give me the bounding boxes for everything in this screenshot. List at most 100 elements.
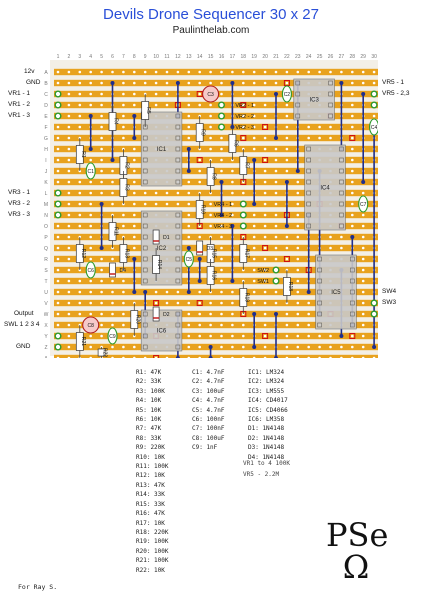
resistor (239, 156, 248, 175)
strip-hole (154, 191, 158, 195)
resistor-label: R16 (211, 271, 217, 280)
strip-hole (165, 92, 169, 96)
strip-hole (78, 191, 82, 195)
ic-label: IC2 (157, 246, 167, 252)
strip-hole (351, 202, 354, 206)
strip-hole (111, 180, 114, 184)
strip-hole (209, 103, 212, 107)
strip-hole (296, 70, 300, 74)
strip-hole (372, 114, 376, 118)
ic-pin (317, 311, 322, 317)
bom-capacitor-item: C6: 100nF (192, 416, 225, 424)
resistor (75, 145, 84, 164)
strip-hole (143, 81, 147, 85)
strip-hole (296, 235, 300, 239)
strip-hole (100, 92, 103, 96)
resistor (119, 244, 128, 263)
strip-hole (340, 345, 343, 349)
strip-hole (122, 279, 125, 283)
column-number: 26 (328, 54, 334, 60)
strip-hole (252, 213, 256, 217)
bom-semi-item: IC2: LM324 (248, 378, 285, 386)
bom-semi-item: IC1: LM324 (248, 369, 285, 376)
strip-hole (361, 235, 365, 239)
connection-pad (54, 189, 62, 197)
strip-hole (133, 70, 136, 74)
strip-hole (285, 235, 289, 239)
strip-hole (67, 180, 71, 184)
strip-hole (209, 158, 212, 162)
row-letter: S (44, 268, 48, 274)
strip-hole (351, 103, 354, 107)
strip-hole (67, 81, 71, 85)
strip-hole (198, 103, 201, 107)
strip-hole (285, 323, 289, 327)
strip-hole (198, 312, 201, 316)
strip-hole (296, 224, 300, 228)
strip-hole (122, 290, 125, 294)
ic-pin (339, 201, 344, 207)
strip-hole (111, 169, 114, 173)
strip-hole (318, 70, 321, 74)
strip-hole (242, 114, 245, 118)
strip-hole (100, 191, 103, 195)
ic-pin (317, 256, 322, 262)
connection-pad (54, 112, 62, 120)
bom-resistor-item: R8: 33K (136, 434, 162, 442)
strip-hole (67, 323, 71, 327)
strip-hole (263, 301, 267, 305)
strip-hole (220, 334, 223, 338)
copper-strip (54, 310, 378, 318)
strip-hole (351, 213, 354, 217)
row-letter: R (44, 257, 48, 263)
strip-hole (307, 70, 311, 74)
strip-hole (67, 257, 71, 261)
ic-pin (350, 300, 355, 306)
strip-hole (187, 312, 191, 316)
resistor-label: R3 (123, 184, 129, 191)
resistor (97, 348, 106, 357)
strip-hole (296, 279, 300, 283)
strip-cut (196, 300, 203, 306)
copper-strip (54, 288, 378, 296)
strip-hole (209, 224, 212, 228)
ic-pin (175, 124, 181, 130)
strip-hole (318, 125, 321, 129)
strip-hole (351, 114, 354, 118)
strip-hole (307, 323, 311, 327)
bom-resistor-item: R17: 10K (136, 519, 165, 527)
ic-pin (317, 289, 322, 295)
strip-hole (122, 92, 125, 96)
label-12v: 12v (24, 68, 35, 75)
copper-strip (54, 134, 378, 142)
copper-strip (54, 222, 378, 230)
bom-semi-item: D3: 1N4148 (248, 444, 285, 452)
strip-hole (89, 158, 92, 162)
strip-hole (220, 224, 223, 228)
ic-body (140, 210, 183, 286)
strip-hole (165, 81, 169, 85)
row-letter: U (44, 290, 48, 296)
ic-pin (175, 168, 181, 174)
copper-strip (54, 156, 378, 164)
strip-hole (67, 345, 71, 349)
strip-hole (56, 125, 60, 129)
note-vr5: VR5 - 2.2M (243, 471, 280, 478)
wire-end (132, 257, 137, 261)
row-letter: A (44, 70, 48, 76)
strip-hole (143, 356, 147, 358)
strip-hole (263, 158, 267, 162)
diode-label: D4 (120, 268, 127, 274)
row-letter: Q (44, 246, 48, 252)
strip-hole (187, 70, 191, 74)
strip-hole (285, 147, 289, 151)
strip-hole (122, 224, 125, 228)
strip-hole (231, 323, 234, 327)
strip-hole (242, 323, 245, 327)
strip-hole (307, 334, 311, 338)
wire-end (110, 81, 115, 85)
capacitor-label: C1 (87, 169, 94, 175)
strip-hole (78, 312, 82, 316)
strip-cut (262, 124, 269, 130)
strip-cut (153, 300, 160, 306)
